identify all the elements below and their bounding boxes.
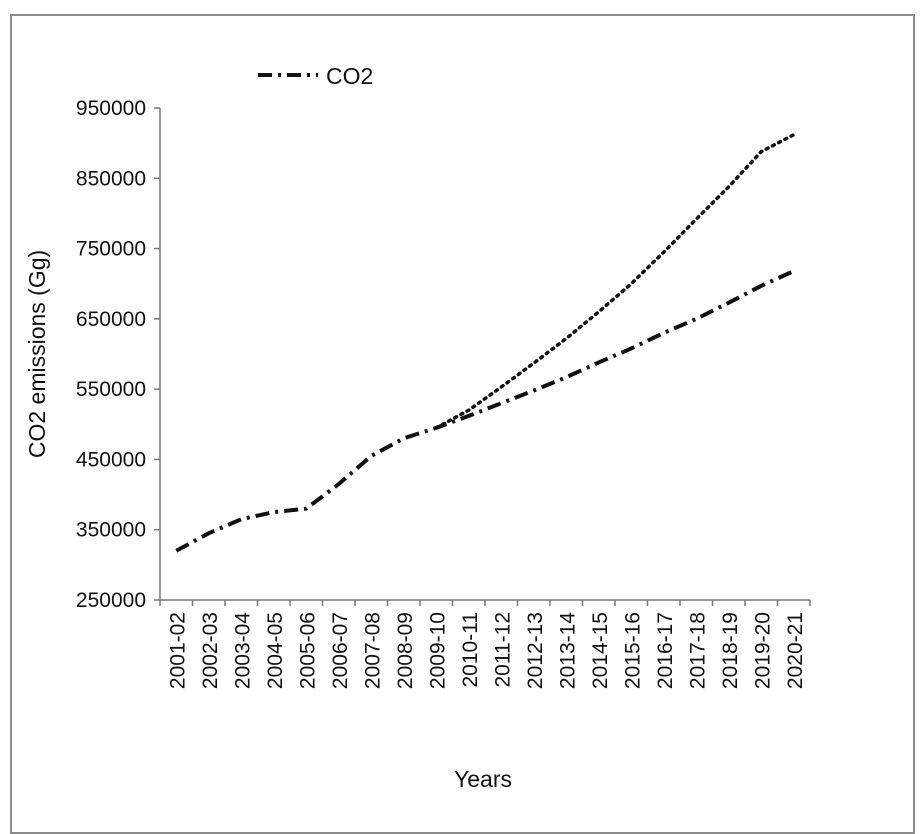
y-tick-label: 450000 bbox=[76, 448, 146, 471]
y-tick-label: 850000 bbox=[76, 167, 146, 190]
x-tick-label: 2003-04 bbox=[231, 612, 254, 689]
chart-frame bbox=[10, 14, 915, 834]
series-line-dotted bbox=[434, 132, 796, 430]
x-tick-label: 2006-07 bbox=[329, 612, 352, 689]
y-tick-label: 650000 bbox=[76, 308, 146, 331]
x-tick-label: 2005-06 bbox=[296, 612, 319, 689]
x-tick-label: 2001-02 bbox=[166, 612, 189, 689]
legend: CO2 bbox=[258, 63, 373, 89]
y-tick-label: 550000 bbox=[76, 378, 146, 401]
x-tick-label: 2010-11 bbox=[459, 612, 482, 688]
y-tick-label: 950000 bbox=[76, 97, 146, 120]
x-tick-label: 2013-14 bbox=[556, 612, 579, 689]
legend-label-co2: CO2 bbox=[326, 63, 373, 89]
x-tick-label: 2008-09 bbox=[394, 612, 417, 689]
x-tick-label: 2009-10 bbox=[426, 612, 449, 689]
x-tick-label: 2017-18 bbox=[686, 612, 709, 689]
x-ticks: 2001-02 2002-03 2003-04 2004-05 2005-06 2006-… bbox=[159, 600, 811, 689]
x-tick-label: 2016-17 bbox=[654, 612, 677, 689]
y-axis-title: CO2 emissions (Gg) bbox=[24, 250, 50, 458]
y-ticks: 950000 850000 750000 650000 550000 450000 3500… bbox=[76, 97, 160, 612]
series-line-co2 bbox=[175, 269, 795, 553]
y-tick-label: 350000 bbox=[76, 519, 146, 542]
y-tick-label: 750000 bbox=[76, 238, 146, 261]
x-tick-label: 2014-15 bbox=[589, 612, 612, 689]
x-tick-label: 2007-08 bbox=[361, 612, 384, 689]
x-tick-label: 2015-16 bbox=[621, 612, 644, 689]
x-tick-label: 2012-13 bbox=[524, 612, 547, 689]
line-chart: CO2 950000 850000 750000 650000 550000 450000… bbox=[24, 63, 811, 792]
x-axis-title: Years bbox=[454, 766, 512, 792]
x-tick-label: 2004-05 bbox=[264, 612, 287, 689]
y-tick-label: 250000 bbox=[76, 589, 146, 612]
series-layer bbox=[175, 132, 796, 553]
x-tick-label: 2018-19 bbox=[719, 612, 742, 689]
x-tick-label: 2020-21 bbox=[784, 612, 807, 689]
x-tick-label: 2019-20 bbox=[751, 612, 774, 689]
x-tick-label: 2002-03 bbox=[199, 612, 222, 689]
axes bbox=[159, 108, 810, 601]
x-tick-label: 2011-12 bbox=[491, 612, 514, 688]
